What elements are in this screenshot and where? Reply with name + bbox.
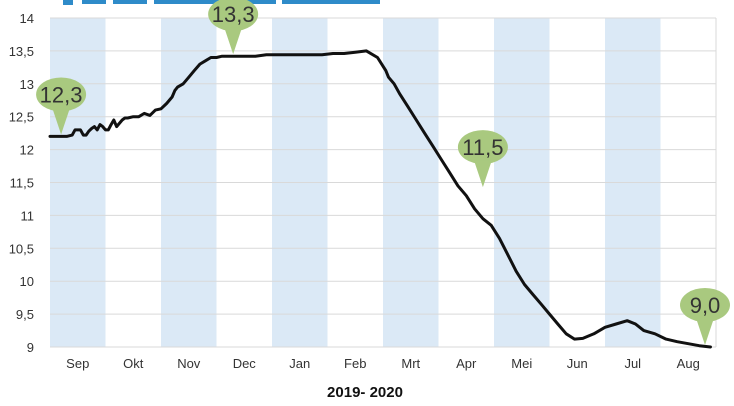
x-tick-label: Okt <box>123 356 144 371</box>
y-tick-label: 11 <box>21 208 35 223</box>
y-tick-label: 12 <box>20 143 34 158</box>
title-fragment-mark <box>113 0 147 4</box>
annotation-label: 9,0 <box>690 293 721 318</box>
title-fragment-mark <box>82 0 106 4</box>
y-tick-label: 10 <box>20 274 34 289</box>
balloon-body <box>36 77 87 112</box>
y-tick-label: 10,5 <box>9 241 34 256</box>
annotation-balloons: 12,3 13,3 11,5 9,0 <box>36 0 730 345</box>
y-tick-label: 14 <box>20 11 34 26</box>
annotation-label: 12,3 <box>40 82 83 107</box>
x-tick-label: Aug <box>677 356 700 371</box>
annotation-balloon: 12,3 <box>36 77 87 135</box>
series-line <box>48 49 712 349</box>
annotation-label: 11,5 <box>462 135 503 160</box>
x-tick-label: Jul <box>624 356 641 371</box>
title-fragment-mark <box>154 0 219 4</box>
y-tick-label: 13 <box>20 77 34 92</box>
x-tick-label: Jan <box>289 356 310 371</box>
x-tick-labels: Sep Okt Nov Dec Jan Feb Mrt Apr Mei Jun Jul Aug <box>66 356 700 371</box>
gridlines <box>50 17 717 348</box>
y-tick-label: 9,5 <box>16 307 34 322</box>
title-fragment <box>63 0 380 5</box>
x-tick-label: Mrt <box>401 356 420 371</box>
balloon-body <box>680 288 730 322</box>
x-tick-label: Feb <box>344 356 366 371</box>
annotation-balloon: 13,3 <box>208 0 259 55</box>
x-tick-label: Jun <box>567 356 588 371</box>
y-tick-label: 11,5 <box>10 176 34 191</box>
x-axis-label: 2019- 2020 <box>327 384 403 401</box>
y-tick-label: 13,5 <box>9 44 34 59</box>
x-tick-label: Nov <box>177 356 201 371</box>
balloon-pointer <box>52 107 71 135</box>
annotation-label: 13,3 <box>212 2 255 27</box>
annotation-balloon: 9,0 <box>680 288 730 345</box>
title-fragment-mark <box>63 0 73 5</box>
x-tick-label: Sep <box>66 356 89 371</box>
y-tick-label: 9 <box>27 340 34 355</box>
y-tick-labels: 9 9,5 10 10,5 11 11,5 12 12,5 13 13,5 14 <box>9 11 34 355</box>
balloon-body <box>208 0 259 32</box>
title-fragment-mark <box>282 0 380 4</box>
balloon-pointer <box>696 318 714 345</box>
x-tick-label: Mei <box>511 356 532 371</box>
x-tick-label: Dec <box>233 356 257 371</box>
x-tick-label: Apr <box>456 356 477 371</box>
balloon-body <box>457 130 508 165</box>
y-tick-label: 12,5 <box>9 110 34 125</box>
balloon-pointer <box>224 27 243 55</box>
annotation-balloon: 11,5 <box>457 130 508 188</box>
title-fragment-mark <box>226 0 276 4</box>
balloon-pointer <box>473 160 492 188</box>
